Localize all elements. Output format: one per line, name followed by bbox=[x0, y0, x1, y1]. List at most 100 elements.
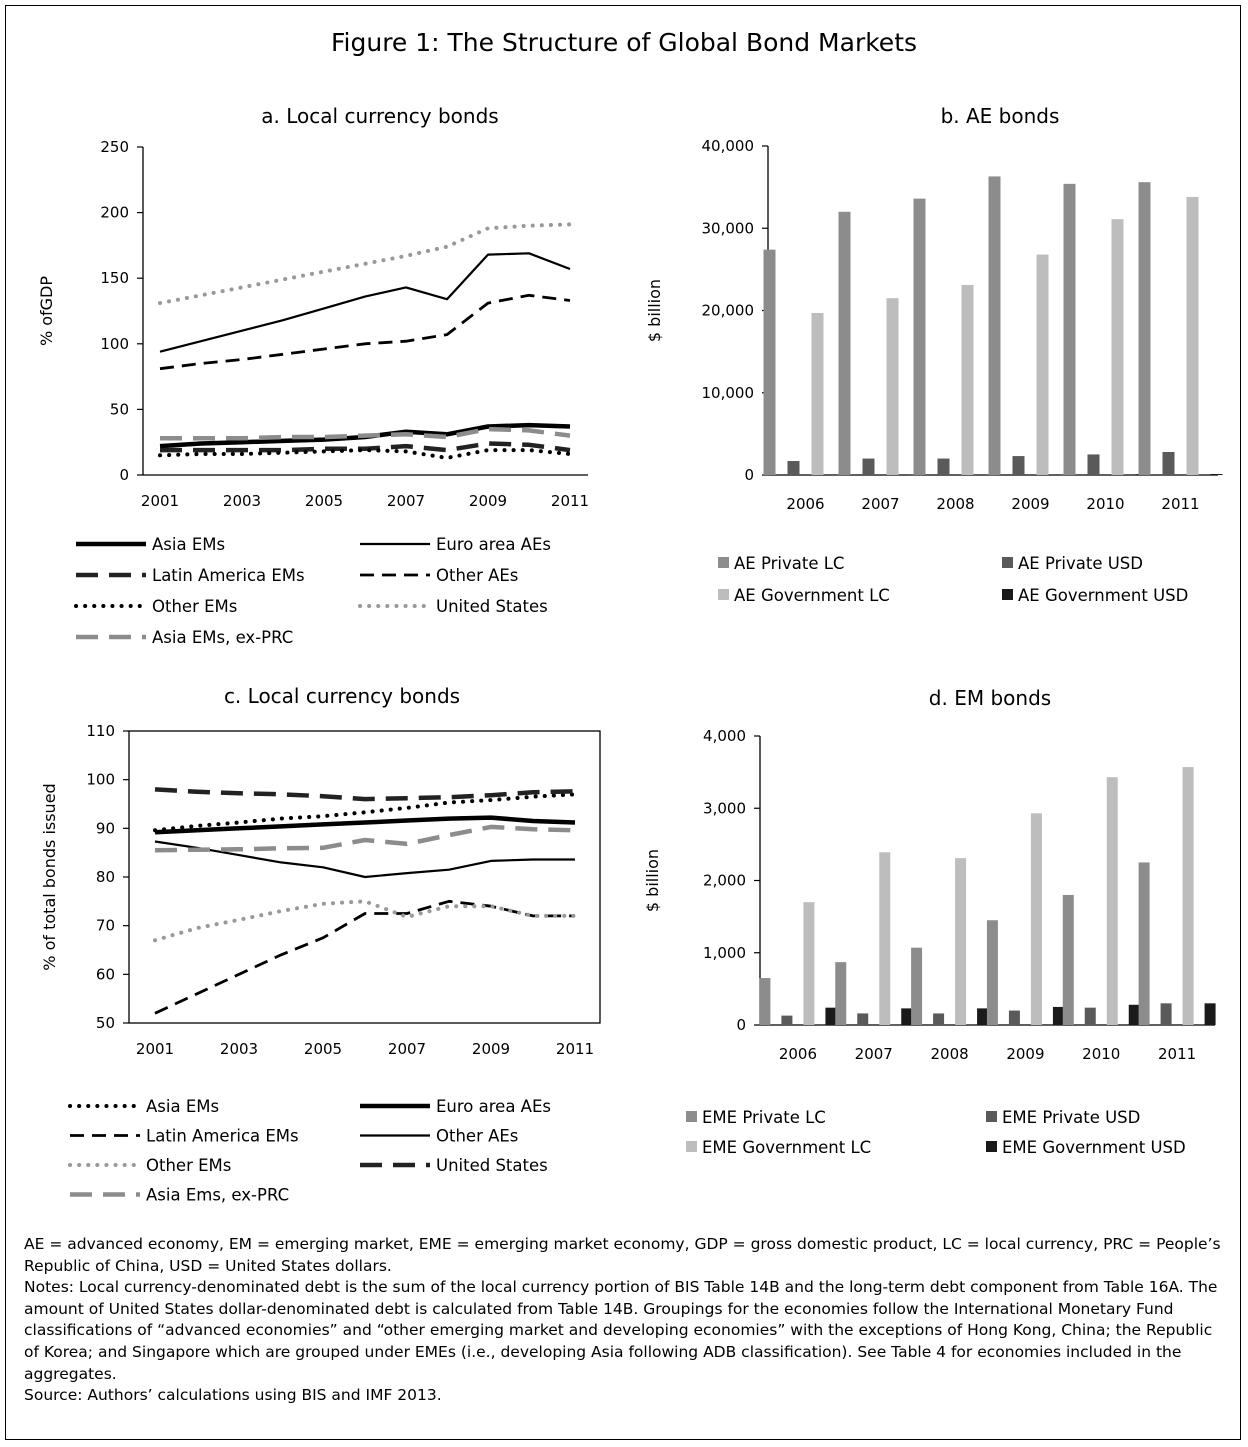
chart-b-x-tick-label: 2008 bbox=[936, 495, 974, 513]
chart-b-bar bbox=[1063, 183, 1076, 475]
chart-d-legend-swatch bbox=[686, 1141, 697, 1152]
chart-d-x-tick-label: 2006 bbox=[779, 1045, 817, 1063]
chart-c-x-tick-label: 2003 bbox=[220, 1040, 258, 1058]
figure-notes: AE = advanced economy, EM = emerging mar… bbox=[24, 1234, 1232, 1407]
chart-d-x-tick-label: 2010 bbox=[1082, 1045, 1120, 1063]
chart-d-bar bbox=[911, 947, 923, 1025]
chart-d-legend-swatch bbox=[686, 1111, 697, 1122]
chart-c-x-tick-label: 2009 bbox=[472, 1040, 510, 1058]
chart-a-y-axis-label: % ofGDP bbox=[37, 276, 56, 346]
chart-a-title: a. Local currency bonds bbox=[261, 104, 499, 128]
chart-a-x-tick-label: 2001 bbox=[141, 492, 179, 510]
chart-b-bar bbox=[886, 298, 899, 475]
chart-a-series-line bbox=[160, 426, 571, 441]
chart-d-bar bbox=[1160, 1003, 1172, 1025]
chart-c-series-line bbox=[154, 787, 576, 802]
chart-c-legend-label: Other AEs bbox=[436, 1127, 518, 1146]
chart-b-bar bbox=[1162, 451, 1175, 475]
chart-b-bar bbox=[787, 461, 800, 475]
chart-c-legend-label: Asia Ems, ex-PRC bbox=[146, 1186, 289, 1205]
chart-b-bar bbox=[1111, 219, 1124, 475]
chart-d-bar bbox=[803, 902, 815, 1025]
chart-d-legend-swatch bbox=[986, 1141, 997, 1152]
chart-b-legend-swatch bbox=[1002, 589, 1013, 600]
chart-c-y-tick-label: 110 bbox=[86, 722, 115, 740]
chart-d-y-axis-label: $ billion bbox=[643, 849, 662, 912]
chart-b-bar bbox=[1012, 456, 1025, 475]
chart-a-y-tick-label: 150 bbox=[100, 269, 129, 287]
chart-d-bar bbox=[759, 978, 771, 1025]
chart-a-x-tick-label: 2005 bbox=[305, 492, 343, 510]
chart-c-y-tick-label: 70 bbox=[96, 917, 115, 935]
chart-d-bar bbox=[879, 852, 891, 1025]
chart-d-bar bbox=[835, 962, 847, 1025]
chart-a-legend-label: Latin America EMs bbox=[152, 566, 305, 585]
chart-d-bar bbox=[933, 1013, 945, 1025]
chart-d-bar bbox=[901, 1008, 913, 1025]
chart-c-x-tick-label: 2005 bbox=[304, 1040, 342, 1058]
chart-d-bar bbox=[1062, 894, 1074, 1025]
chart-c-y-tick-label: 100 bbox=[86, 771, 115, 789]
chart-b-legend-swatch bbox=[718, 557, 729, 568]
chart-b-bar bbox=[763, 249, 776, 475]
chart-b-bar bbox=[1210, 474, 1223, 475]
chart-d-bar bbox=[977, 1008, 989, 1025]
chart-b-x-tick-label: 2006 bbox=[786, 495, 824, 513]
chart-a-series-line bbox=[158, 222, 572, 306]
chart-d-bar bbox=[1008, 1010, 1020, 1025]
chart-d-legend-label: EME Private USD bbox=[1002, 1108, 1140, 1127]
chart-b-bar bbox=[1036, 254, 1049, 475]
chart-c-y-tick-label: 80 bbox=[96, 868, 115, 886]
chart-b-legend-label: AE Private USD bbox=[1018, 554, 1143, 573]
chart-b-y-tick-label: 20,000 bbox=[702, 302, 755, 320]
chart-b-bar bbox=[1138, 182, 1151, 475]
chart-a-y-tick-label: 250 bbox=[100, 138, 129, 156]
chart-b-x-tick-label: 2010 bbox=[1086, 495, 1124, 513]
chart-c-title: c. Local currency bonds bbox=[223, 684, 461, 708]
chart-d-legend-swatch bbox=[986, 1111, 997, 1122]
chart-b-bar bbox=[1186, 196, 1199, 475]
chart-d-x-tick-label: 2011 bbox=[1158, 1045, 1196, 1063]
chart-b-bar bbox=[838, 211, 851, 476]
chart-b-y-tick-label: 10,000 bbox=[702, 384, 755, 402]
chart-c-y-tick-label: 60 bbox=[96, 965, 115, 983]
chart-a-x-tick-label: 2009 bbox=[469, 492, 507, 510]
chart-d-x-tick-label: 2007 bbox=[855, 1045, 893, 1063]
chart-a-y-tick-label: 0 bbox=[119, 466, 129, 484]
chart-d-bar bbox=[955, 858, 967, 1025]
chart-a-x-tick-label: 2011 bbox=[551, 492, 589, 510]
chart-d-bar bbox=[857, 1013, 869, 1025]
chart-a-legend-label: Other EMs bbox=[152, 597, 237, 616]
chart-c-x-tick-label: 2011 bbox=[556, 1040, 594, 1058]
chart-c-series-line bbox=[154, 815, 576, 835]
figure-frame bbox=[5, 5, 1241, 1440]
chart-d-bar bbox=[1204, 1003, 1216, 1025]
chart-b-bar bbox=[961, 285, 974, 475]
chart-c-series-line bbox=[153, 792, 577, 833]
chart-b-y-axis-label: $ billion bbox=[645, 279, 664, 342]
chart-b-x-tick-label: 2007 bbox=[861, 495, 899, 513]
chart-d-x-tick-label: 2009 bbox=[1006, 1045, 1044, 1063]
chart-a-series-line bbox=[159, 252, 571, 353]
chart-c-y-tick-label: 50 bbox=[96, 1014, 115, 1032]
chart-b-bar bbox=[913, 198, 926, 475]
chart-a-x-tick-label: 2003 bbox=[223, 492, 261, 510]
chart-b-bar bbox=[1087, 454, 1100, 475]
chart-a-y-tick-label: 200 bbox=[100, 204, 129, 222]
chart-b-bar bbox=[988, 176, 1001, 475]
chart-c-y-axis-label: % of total bonds issued bbox=[40, 783, 59, 970]
chart-d-bar bbox=[1052, 1006, 1064, 1025]
notes-abbreviations: AE = advanced economy, EM = emerging mar… bbox=[24, 1235, 1221, 1275]
figure-title: Figure 1: The Structure of Global Bond M… bbox=[330, 28, 918, 57]
chart-b-legend-label: AE Government LC bbox=[734, 586, 890, 605]
chart-b-x-tick-label: 2009 bbox=[1011, 495, 1049, 513]
chart-c-y-tick-label: 90 bbox=[96, 819, 115, 837]
notes-source: Source: Authors’ calculations using BIS … bbox=[24, 1386, 442, 1405]
chart-b-x-tick-label: 2011 bbox=[1161, 495, 1199, 513]
chart-d-y-tick-label: 0 bbox=[736, 1016, 746, 1034]
chart-d-bar bbox=[1106, 777, 1118, 1025]
chart-d-bar bbox=[825, 1007, 837, 1025]
chart-d-x-tick-label: 2008 bbox=[930, 1045, 968, 1063]
chart-a-legend-label: Other AEs bbox=[436, 566, 518, 585]
notes-text: Notes: Local currency-denominated debt i… bbox=[24, 1278, 1218, 1383]
